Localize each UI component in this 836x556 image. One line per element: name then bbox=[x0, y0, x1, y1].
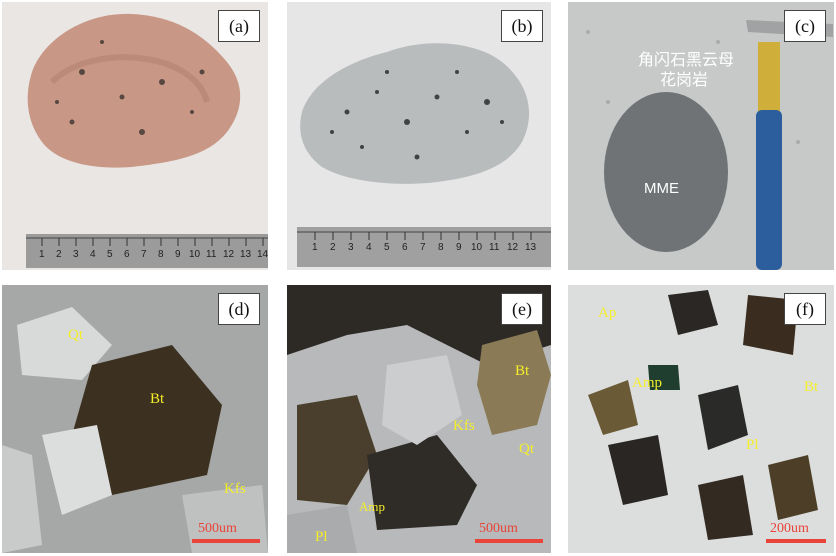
ruler-number: 8 bbox=[438, 242, 444, 253]
ruler-number: 1 bbox=[312, 242, 318, 253]
granite-sample-photo-a bbox=[2, 2, 268, 270]
scale-bar-label: 200um bbox=[770, 521, 809, 536]
mineral-label-bt: Bt bbox=[150, 391, 165, 407]
ruler-number: 13 bbox=[525, 242, 537, 253]
scale-bar-label: 500um bbox=[479, 521, 518, 536]
ruler-number: 13 bbox=[240, 249, 252, 260]
panel-e: (e) Bt Kfs Qt Amp Pl 500um bbox=[287, 285, 551, 553]
scale-bar-label: 500um bbox=[198, 521, 237, 536]
ruler-number: 3 bbox=[73, 249, 79, 260]
ruler-number: 14 bbox=[257, 249, 268, 260]
ruler-number: 4 bbox=[366, 242, 372, 253]
ruler-number: 9 bbox=[456, 242, 462, 253]
mineral-label-amp: Amp bbox=[632, 375, 662, 391]
thin-section-photo-d bbox=[2, 285, 268, 553]
ruler-number: 10 bbox=[189, 249, 201, 260]
mineral-label-bt: Bt bbox=[515, 363, 530, 379]
ruler-number: 7 bbox=[141, 249, 147, 260]
panel-label-b: (b) bbox=[501, 10, 543, 42]
mineral-label-ap: Ap bbox=[598, 305, 617, 321]
panel-c: (c) 角闪石黑云母 花岗岩 MME bbox=[568, 2, 834, 270]
panel-label-e: (e) bbox=[501, 293, 543, 325]
mineral-label-amp: Amp bbox=[359, 499, 385, 514]
mme-label: MME bbox=[644, 180, 679, 197]
ruler-number: 2 bbox=[56, 249, 62, 260]
ruler-number: 8 bbox=[158, 249, 164, 260]
panel-label-d: (d) bbox=[218, 293, 260, 325]
ruler-number: 2 bbox=[330, 242, 336, 253]
ruler-number: 7 bbox=[420, 242, 426, 253]
ruler-number: 11 bbox=[206, 249, 217, 260]
thin-section-photo-f bbox=[568, 285, 834, 553]
mineral-label-pl: Pl bbox=[746, 437, 759, 453]
ruler-number: 6 bbox=[402, 242, 408, 253]
ruler-number: 3 bbox=[348, 242, 354, 253]
outcrop-photo-c bbox=[568, 2, 834, 270]
ruler-number: 5 bbox=[107, 249, 113, 260]
ruler-number: 10 bbox=[471, 242, 483, 253]
mineral-label-qt: Qt bbox=[519, 441, 534, 457]
mineral-label-qt: Qt bbox=[68, 327, 83, 343]
granite-sample-photo-b bbox=[287, 2, 551, 270]
ruler-number: 4 bbox=[90, 249, 96, 260]
scale-bar bbox=[766, 539, 826, 543]
ruler-number: 1 bbox=[39, 249, 45, 260]
ruler-number: 12 bbox=[223, 249, 235, 260]
panel-b: (b) 1 2 3 4 5 6 7 8 9 10 11 12 13 bbox=[287, 2, 551, 270]
scale-bar bbox=[475, 539, 543, 543]
panel-label-a: (a) bbox=[218, 10, 260, 42]
mineral-label-kfs: Kfs bbox=[224, 481, 246, 497]
ruler-number: 12 bbox=[507, 242, 519, 253]
caption-rock-type-line2: 花岗岩 bbox=[660, 72, 709, 89]
ruler-number: 11 bbox=[489, 242, 500, 253]
panel-d: (d) Qt Bt Kfs 500um bbox=[2, 285, 268, 553]
panel-label-f: (f) bbox=[784, 293, 826, 325]
ruler-number: 5 bbox=[384, 242, 390, 253]
mineral-label-bt: Bt bbox=[804, 379, 819, 395]
panel-a: (a) 1 2 3 4 5 6 7 8 9 10 11 12 13 14 bbox=[2, 2, 268, 270]
mineral-label-pl: Pl bbox=[315, 529, 328, 545]
mineral-label-kfs: Kfs bbox=[453, 418, 475, 434]
thin-section-photo-e bbox=[287, 285, 551, 553]
ruler-number: 9 bbox=[175, 249, 181, 260]
scale-bar bbox=[192, 539, 260, 543]
ruler-number: 6 bbox=[124, 249, 130, 260]
caption-rock-type-line1: 角闪石黑云母 bbox=[638, 52, 735, 69]
panel-f: (f) Ap Amp Bt Pl 200um bbox=[568, 285, 834, 553]
panel-label-c: (c) bbox=[784, 10, 826, 42]
